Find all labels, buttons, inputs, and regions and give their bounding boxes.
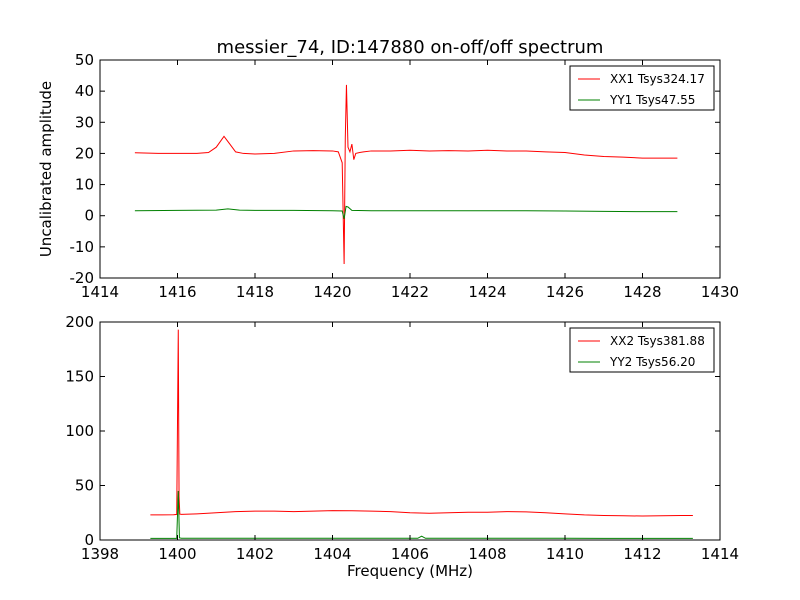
bottom-y-tick-label: 0 — [84, 531, 94, 549]
top-series-line-yy — [134, 205, 678, 219]
top-x-tick-label: 1426 — [546, 283, 584, 301]
top-y-tick-label: 20 — [75, 144, 94, 162]
top-y-tick-label: 40 — [75, 82, 94, 100]
top-x-tick-label: 1430 — [701, 283, 739, 301]
top-series-line-xx — [134, 84, 678, 264]
top-y-tick-label: 0 — [84, 207, 94, 225]
top-y-axis-label: Uncalibrated amplitude — [37, 81, 55, 257]
bottom-x-tick-label: 1410 — [546, 545, 584, 563]
chart-title: messier_74, ID:147880 on-off/off spectru… — [217, 37, 604, 58]
top-y-tick-label: -20 — [70, 269, 95, 287]
top-legend: XX1 Tsys324.17 YY1 Tsys47.55 — [569, 65, 715, 111]
bottom-legend: XX2 Tsys381.88 YY2 Tsys56.20 — [569, 327, 715, 373]
bottom-axes: 1398 1400 1402 1404 1406 1408 1410 1412 1414 0 50 1… — [65, 313, 739, 580]
top-x-tick-label: 1424 — [468, 283, 506, 301]
bottom-x-axis-label: Frequency (MHz) — [347, 562, 473, 580]
top-x-tick-label: 1428 — [623, 283, 661, 301]
bottom-y-tick-label: 50 — [75, 477, 94, 495]
bottom-x-tick-label: 1412 — [623, 545, 661, 563]
top-y-tick-label: 50 — [75, 51, 94, 69]
top-legend-label: XX1 Tsys324.17 — [610, 72, 705, 86]
top-x-tick-label: 1422 — [391, 283, 429, 301]
bottom-x-tick-label: 1398 — [81, 545, 119, 563]
top-legend-box — [569, 65, 715, 111]
bottom-y-tick-label: 200 — [65, 313, 94, 331]
top-x-tick-label: 1420 — [313, 283, 351, 301]
bottom-x-tick-label: 1406 — [391, 545, 429, 563]
bottom-x-tick-label: 1414 — [701, 545, 739, 563]
bottom-legend-label: YY2 Tsys56.20 — [609, 355, 695, 369]
top-y-tick-label: 30 — [75, 113, 94, 131]
bottom-y-tick-label: 100 — [65, 422, 94, 440]
bottom-x-tick-label: 1408 — [468, 545, 506, 563]
top-axes: 1414 1416 1418 1420 1422 1424 1426 1428 1430 -20 -… — [37, 51, 739, 301]
top-y-tick-label: 10 — [75, 176, 94, 194]
top-y-tick-label: -10 — [70, 238, 95, 256]
bottom-series-line-yy — [150, 490, 693, 539]
bottom-series-line-xx — [150, 329, 693, 517]
top-x-tick-label: 1416 — [158, 283, 196, 301]
bottom-x-tick-label: 1402 — [236, 545, 274, 563]
bottom-x-tick-label: 1400 — [158, 545, 196, 563]
top-x-tick-label: 1414 — [81, 283, 119, 301]
top-x-tick-label: 1418 — [236, 283, 274, 301]
top-legend-label: YY1 Tsys47.55 — [609, 93, 695, 107]
bottom-legend-label: XX2 Tsys381.88 — [610, 334, 705, 348]
bottom-x-tick-label: 1404 — [313, 545, 351, 563]
bottom-y-tick-label: 150 — [65, 368, 94, 386]
bottom-legend-box — [569, 327, 715, 373]
